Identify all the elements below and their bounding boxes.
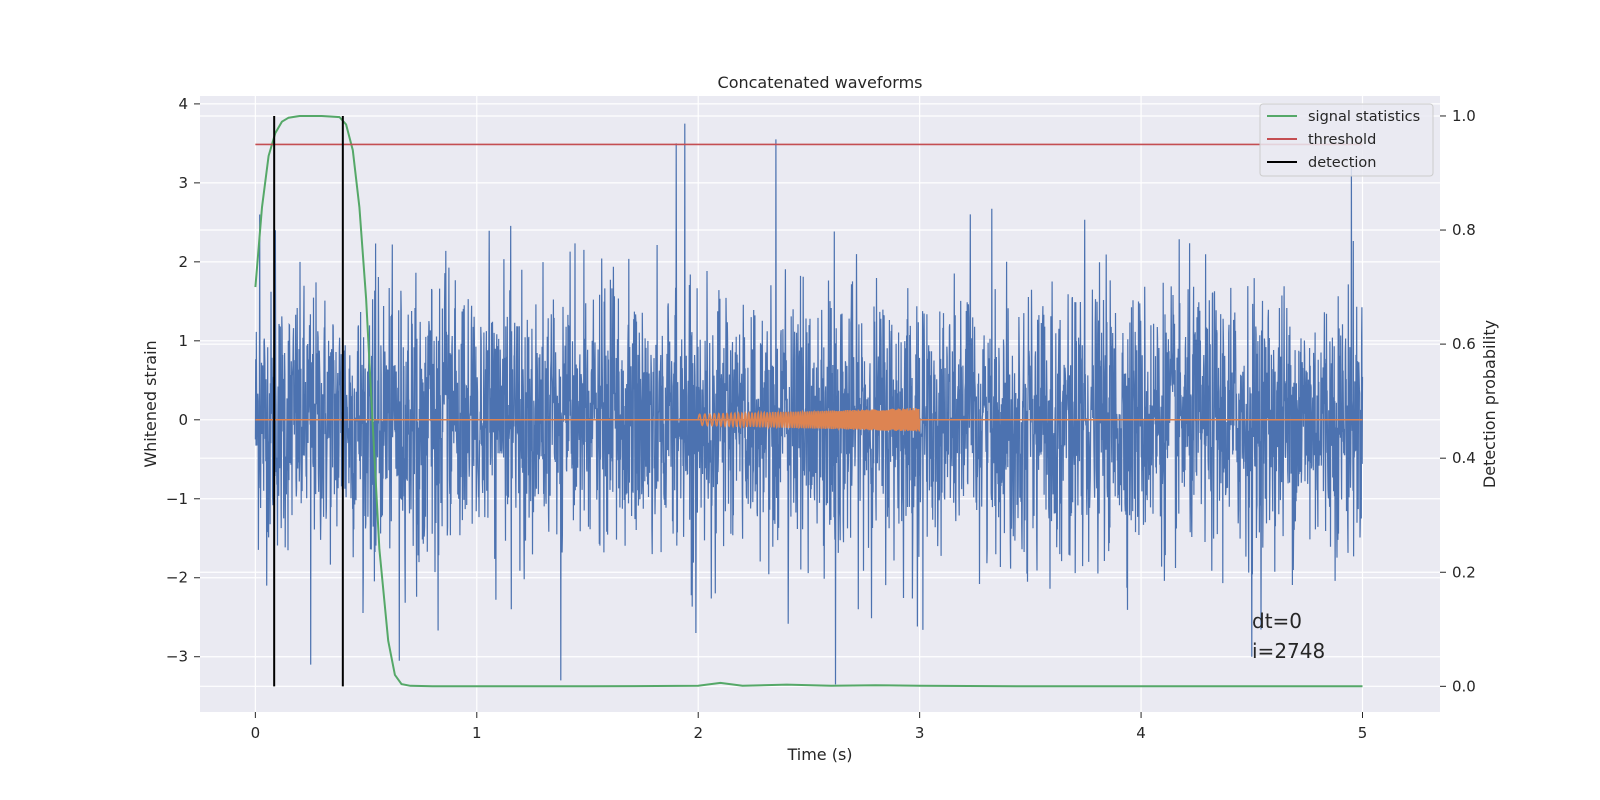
detection-series xyxy=(273,115,344,687)
x-tick-label-0: 0 xyxy=(251,724,261,742)
x-tick-label-2: 2 xyxy=(693,724,703,742)
x-axis: 0 1 2 3 4 5 xyxy=(251,712,1368,742)
y2-tick-label-2: 0.4 xyxy=(1452,449,1476,467)
x-tick-label-5: 5 xyxy=(1358,724,1368,742)
y-tick-label-3: 0 xyxy=(178,411,188,429)
y2-tick-label-5: 1.0 xyxy=(1452,107,1476,125)
annotation-i: i=2748 xyxy=(1252,639,1325,663)
x-tick-label-3: 3 xyxy=(915,724,925,742)
x-tick-label-4: 4 xyxy=(1136,724,1146,742)
injected-signal-series xyxy=(255,408,1363,432)
annotation-dt: dt=0 xyxy=(1252,609,1302,633)
y-axis-right: 0.0 0.2 0.4 0.6 0.8 1.0 xyxy=(1440,107,1476,695)
x-tick-label-1: 1 xyxy=(472,724,482,742)
y-tick-label-7: 4 xyxy=(178,95,188,113)
y-tick-label-0: −3 xyxy=(166,648,188,666)
y-axis-title: Whitened strain xyxy=(141,340,160,467)
legend-box xyxy=(1259,103,1434,177)
y-tick-label-6: 3 xyxy=(178,174,188,192)
signal-statistics-series xyxy=(254,115,1363,688)
chart-title: Concatenated waveforms xyxy=(718,73,923,92)
y-tick-label-2: −1 xyxy=(166,490,188,508)
y2-axis-title: Detection probability xyxy=(1480,320,1499,488)
legend: signal statistics threshold detection xyxy=(1259,103,1434,177)
y2-tick-label-1: 0.2 xyxy=(1452,563,1476,581)
y-axis-left: −3 −2 −1 0 1 2 3 4 xyxy=(166,95,200,666)
y2-tick-label-3: 0.6 xyxy=(1452,335,1476,353)
legend-label-detection: detection xyxy=(1308,155,1376,171)
y-tick-label-5: 2 xyxy=(178,253,188,271)
x-axis-title: Time (s) xyxy=(786,745,852,764)
y2-tick-label-0: 0.0 xyxy=(1452,677,1476,695)
signal-statistics-line xyxy=(254,115,1363,688)
y2-tick-label-4: 0.8 xyxy=(1452,221,1476,239)
strain-series xyxy=(254,123,1364,685)
y-tick-label-1: −2 xyxy=(166,569,188,587)
y-tick-label-4: 1 xyxy=(178,332,188,350)
legend-label-threshold: threshold xyxy=(1308,132,1376,148)
strain-line xyxy=(254,123,1364,685)
injected-signal-line xyxy=(697,408,921,432)
legend-label-signal-statistics: signal statistics xyxy=(1308,109,1420,125)
